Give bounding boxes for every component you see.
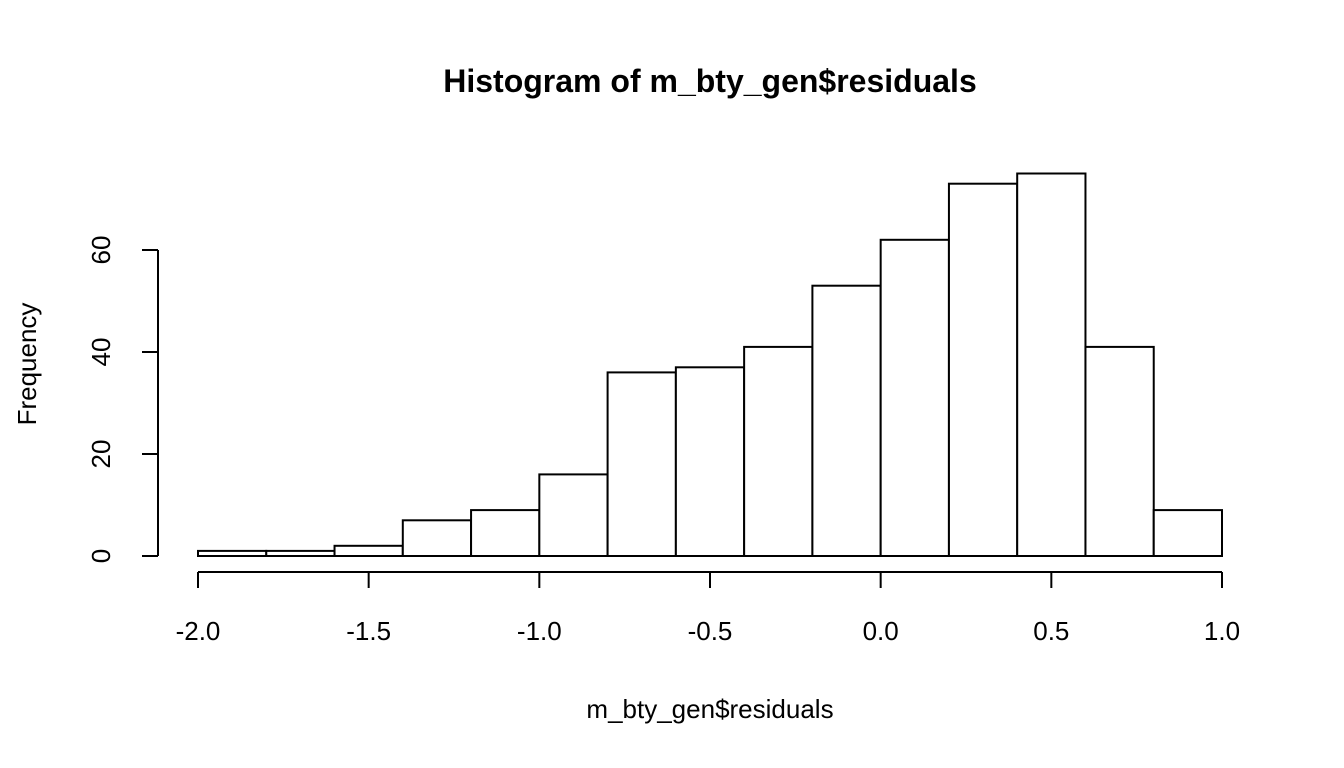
- histogram-bar: [401, 519, 473, 557]
- histogram-bar: [1152, 509, 1223, 558]
- histogram-bar: [265, 549, 336, 558]
- histogram-bar: [197, 549, 268, 558]
- x-axis: -2.0 -1.5 -1.0 -0.5 0.0 0.5 1.0: [176, 571, 1240, 646]
- x-tick-label: -0.5: [688, 616, 733, 646]
- histogram-bar: [470, 509, 541, 558]
- x-tick-label: -1.0: [517, 616, 562, 646]
- chart-title: Histogram of m_bty_gen$residuals: [443, 63, 976, 99]
- y-tick-label: 0: [86, 549, 116, 563]
- histogram-bars: [197, 172, 1223, 558]
- histogram-bar: [538, 473, 609, 557]
- x-tick-label: 0.0: [863, 616, 899, 646]
- histogram-bar: [811, 284, 882, 557]
- y-tick-label: 20: [86, 440, 116, 469]
- x-tick-label: -1.5: [346, 616, 391, 646]
- histogram-bar: [879, 238, 950, 558]
- histogram-bar: [333, 544, 404, 557]
- y-axis-label: Frequency: [12, 303, 42, 426]
- y-axis: 0 20 40 60: [86, 236, 159, 563]
- histogram-bar: [743, 345, 814, 557]
- histogram-bar: [606, 371, 677, 557]
- y-tick-label: 60: [86, 236, 116, 265]
- histogram-bar: [674, 366, 746, 557]
- x-tick-label: 0.5: [1033, 616, 1069, 646]
- histogram-bar: [947, 182, 1019, 557]
- x-tick-label: 1.0: [1204, 616, 1240, 646]
- x-axis-label: m_bty_gen$residuals: [586, 694, 833, 724]
- x-tick-label: -2.0: [176, 616, 221, 646]
- histogram-bar: [1016, 172, 1087, 557]
- histogram-bar: [1084, 345, 1155, 557]
- y-tick-label: 40: [86, 338, 116, 367]
